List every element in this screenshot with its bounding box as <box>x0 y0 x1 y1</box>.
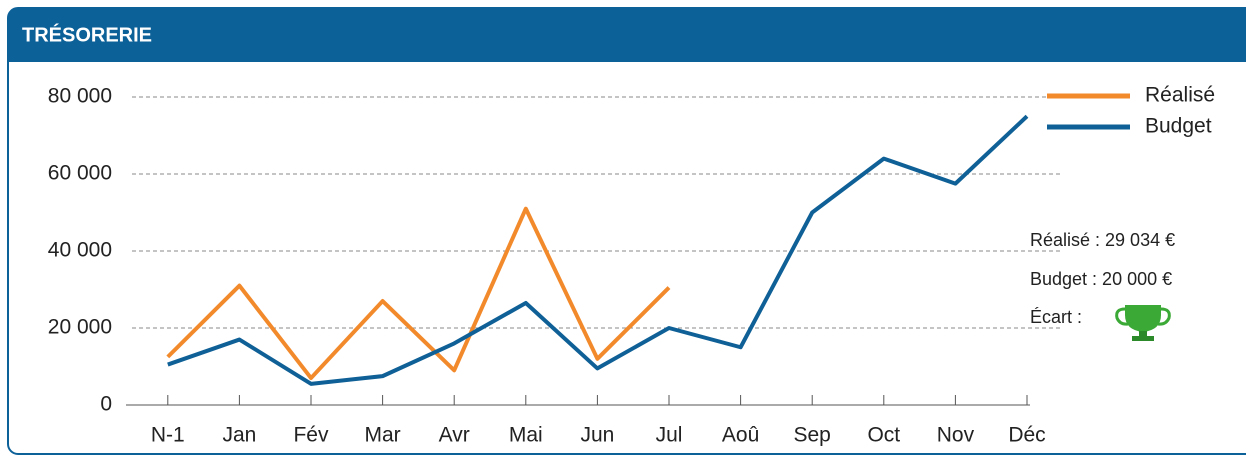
legend-label: Budget <box>1145 115 1212 138</box>
y-tick-label: 20 000 <box>48 316 112 339</box>
y-tick-label: 40 000 <box>48 239 112 262</box>
x-tick-label: Déc <box>1008 424 1045 447</box>
x-tick-label: N-1 <box>151 424 185 447</box>
line-series <box>167 114 1029 386</box>
x-tick-label: Mai <box>509 424 543 447</box>
x-tick-label: Jan <box>222 424 256 447</box>
x-tick-label: Oct <box>867 424 900 447</box>
panel-header <box>8 8 1246 62</box>
y-tick-label: 60 000 <box>48 162 112 185</box>
trophy-icon <box>1115 305 1171 341</box>
y-tick-label: 80 000 <box>48 85 112 108</box>
x-tick-label: Sep <box>794 424 831 447</box>
x-tick-label: Jun <box>580 424 614 447</box>
chart-title: TRÉSORERIE <box>22 23 152 46</box>
legend-label: Réalisé <box>1145 84 1215 107</box>
annotation: Réalisé : 29 034 € <box>1030 230 1175 250</box>
x-tick-label: Avr <box>439 424 470 447</box>
x-tick-label: Fév <box>293 424 329 447</box>
annotation: Budget : 20 000 € <box>1030 269 1172 289</box>
annotation: Écart : <box>1030 307 1082 327</box>
x-tick-label: Aoû <box>722 424 759 447</box>
x-tick-label: Nov <box>937 424 975 447</box>
y-tick-label: 0 <box>100 393 112 416</box>
x-tick-label: Mar <box>365 424 401 447</box>
x-tick-label: Jul <box>656 424 683 447</box>
line-series <box>166 206 671 381</box>
